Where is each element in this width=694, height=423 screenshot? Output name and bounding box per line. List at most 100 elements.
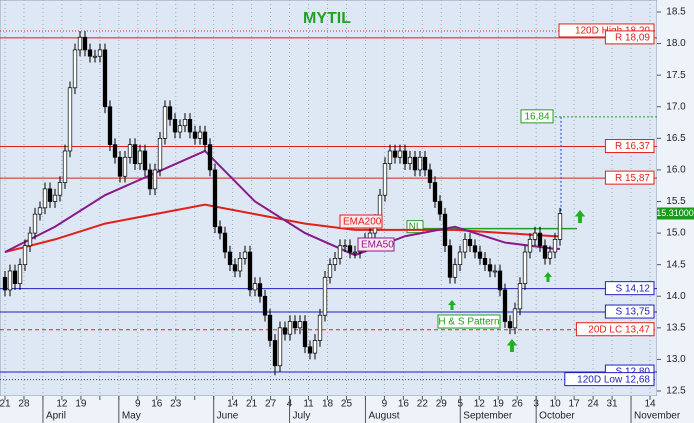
candle-body (262, 295, 268, 316)
candle-body (172, 119, 178, 133)
candle-body (202, 131, 208, 145)
candle-body (17, 264, 23, 284)
candle-body (277, 327, 283, 367)
candle-body (487, 264, 493, 272)
y-axis-area (657, 0, 694, 396)
candle-body (337, 245, 343, 259)
candle-body (432, 182, 438, 202)
y-tick-label: 17.0 (666, 101, 686, 112)
candle-body (77, 36, 83, 51)
ema-label: EMA50 (361, 240, 394, 251)
candle-body (447, 245, 453, 278)
x-tick-label: 28 (18, 399, 30, 410)
candle-body (342, 245, 348, 248)
candle-body (502, 289, 508, 322)
candle-body (457, 251, 463, 266)
x-tick-label: 21 (246, 399, 258, 410)
x-tick-label: 16 (398, 399, 410, 410)
month-label: May (122, 411, 141, 422)
x-tick-label: 9 (135, 399, 141, 410)
month-label: September (463, 411, 513, 422)
candle-body (452, 264, 458, 278)
x-tick-label: 26 (512, 399, 524, 410)
candle-body (442, 213, 448, 247)
candle-body (152, 169, 158, 190)
candle-body (312, 340, 318, 354)
candle-body (117, 156, 123, 177)
candle-body (142, 150, 148, 171)
candle-body (242, 251, 248, 259)
candle-body (482, 258, 488, 266)
candle-body (392, 150, 398, 158)
y-tick-label: 16.5 (666, 133, 686, 144)
signal-arrow (506, 339, 518, 352)
candle-body (192, 131, 198, 139)
x-tick-label: 19 (493, 399, 505, 410)
candle-body (187, 119, 193, 133)
target-label: 16,84 (524, 111, 549, 122)
level-label: 20D LC 13,47 (588, 324, 650, 335)
neckline-label: NL (409, 221, 422, 232)
candle-body (462, 239, 468, 253)
x-tick-label: 12 (474, 399, 486, 410)
candle-body (557, 213, 563, 240)
level-label-box (564, 372, 655, 387)
x-tick-label: 23 (170, 399, 182, 410)
x-tick-label: 17 (569, 399, 581, 410)
month-label: October (539, 411, 575, 422)
candle-body (42, 188, 48, 209)
candle-body (217, 226, 223, 234)
y-tick-label: 18.5 (666, 7, 686, 18)
candle-body (47, 188, 53, 202)
candle-body (527, 239, 533, 253)
y-tick-label: 15.5 (666, 196, 686, 207)
x-tick-label: 12 (56, 399, 68, 410)
candle-body (422, 156, 428, 171)
x-tick-label: 9 (382, 399, 388, 410)
level-label: S 13,75 (616, 307, 651, 318)
level-label-box (604, 304, 655, 319)
candle-body (307, 346, 313, 354)
candle-body (67, 87, 73, 152)
candle-body (102, 49, 108, 108)
candle-body (402, 150, 408, 164)
pattern-label-box (437, 314, 501, 329)
x-tick-label: 31 (606, 399, 618, 410)
candle-body (222, 232, 228, 253)
candle-body (137, 150, 143, 164)
x-tick-label: 19 (75, 399, 87, 410)
candle-body (352, 251, 358, 254)
candle-body (147, 169, 153, 190)
candle-body (257, 283, 263, 297)
candle-body (347, 245, 353, 253)
candle-body (322, 276, 328, 316)
y-tick-label: 14.0 (666, 291, 686, 302)
candle-body (272, 340, 278, 367)
month-label: November (634, 411, 681, 422)
level-label-box (604, 170, 655, 185)
last-price-box (657, 207, 694, 220)
candle-body (62, 150, 68, 183)
candle-body (212, 169, 218, 228)
candle-body (537, 232, 543, 247)
level-label: R 18,09 (615, 33, 650, 44)
candle-body (512, 308, 518, 329)
candle-body (2, 276, 8, 291)
candle-body (107, 106, 113, 146)
candle-body (87, 49, 93, 57)
candle-body (292, 321, 298, 329)
candle-body (162, 106, 168, 139)
candle-body (437, 201, 443, 215)
y-tick-label: 12.5 (666, 386, 686, 397)
candle-body (7, 270, 13, 291)
candle-body (197, 131, 203, 139)
candle-body (182, 119, 188, 127)
candle-body (82, 36, 88, 51)
candle-body (132, 144, 138, 164)
level-label-box (604, 281, 655, 296)
candle-body (417, 156, 423, 171)
candle-body (302, 321, 308, 348)
level-label: S 14,12 (616, 283, 651, 294)
candle-body (167, 106, 173, 120)
candle-body (177, 125, 183, 133)
